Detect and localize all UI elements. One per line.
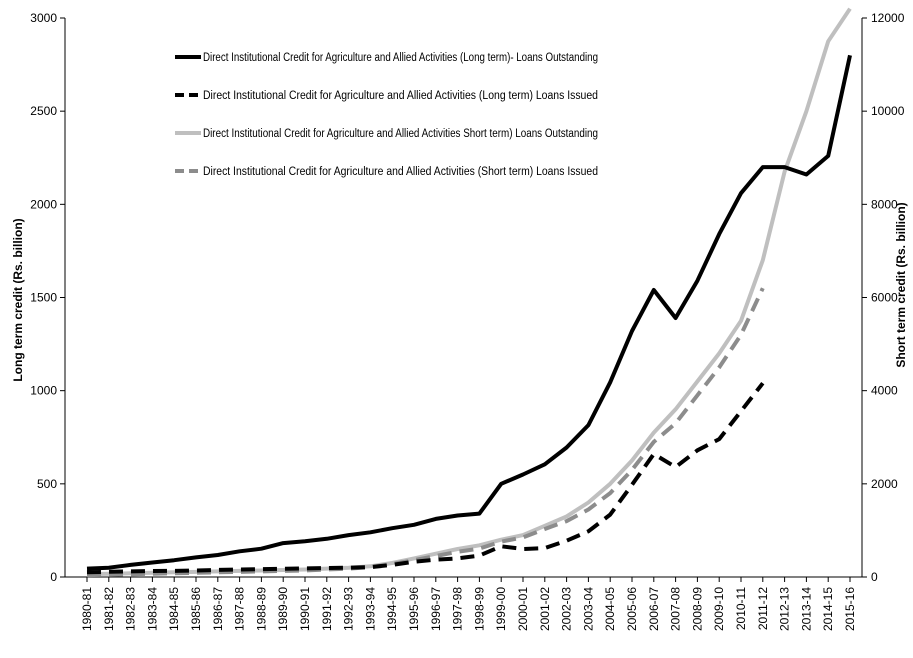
y-right-tick-label: 0 [871, 570, 878, 584]
x-tick-label: 2003-04 [581, 587, 595, 631]
x-tick-label: 2012-13 [778, 587, 792, 631]
x-tick-label: 2015-16 [843, 587, 857, 631]
y-left-tick-label: 2000 [30, 197, 57, 211]
x-tick-label: 2014-15 [821, 587, 835, 631]
series-line-4 [86, 287, 765, 578]
x-tick-label: 2008-09 [690, 587, 704, 631]
y-right-tick-label: 6000 [871, 291, 898, 305]
y-left-tick-label: 2500 [30, 104, 57, 118]
x-tick-label: 2010-11 [734, 587, 748, 630]
x-tick-label: 1985-86 [189, 587, 203, 631]
x-tick-label: 1981-82 [102, 587, 116, 631]
y-right-tick-label: 8000 [871, 197, 898, 211]
series-line-3 [86, 7, 852, 577]
y-left-tick-label: 3000 [30, 11, 57, 25]
x-tick-label: 2009-10 [712, 587, 726, 631]
x-tick-label: 1984-85 [167, 587, 181, 631]
legend-label-2: Direct Institutional Credit for Agricult… [203, 90, 598, 102]
x-tick-label: 1991-92 [320, 587, 334, 631]
x-tick-label: 1986-87 [211, 587, 225, 631]
chart-legend: Direct Institutional Credit for Agricult… [175, 52, 598, 178]
y-axis-left-title: Long term credit (Rs. billion) [11, 218, 25, 381]
x-tick-label: 2004-05 [603, 587, 617, 631]
x-tick-label: 2011-12 [756, 587, 770, 630]
x-tick-label: 1989-90 [276, 587, 290, 631]
y-right-tick-label: 10000 [871, 104, 905, 118]
chart-series-lines [86, 7, 852, 578]
x-tick-label: 2005-06 [625, 587, 639, 631]
x-tick-label: 1983-84 [145, 587, 159, 631]
x-tick-label: 2007-08 [669, 587, 683, 631]
legend-label-1: Direct Institutional Credit for Agricult… [203, 52, 598, 64]
x-tick-label: 1994-95 [385, 587, 399, 631]
y-left-tick-label: 1500 [30, 291, 57, 305]
x-tick-label: 1980-81 [80, 587, 94, 631]
x-tick-label: 2006-07 [647, 587, 661, 631]
x-tick-label: 1997-98 [451, 587, 465, 631]
legend-label-4: Direct Institutional Credit for Agricult… [203, 166, 598, 178]
x-tick-label: 1993-94 [363, 587, 377, 631]
y-left-tick-label: 0 [50, 570, 57, 584]
y-right-tick-label: 12000 [871, 11, 905, 25]
x-tick-label: 2002-03 [560, 587, 574, 631]
y-left-tick-label: 500 [37, 477, 57, 491]
x-tick-label: 2013-14 [799, 587, 813, 631]
x-tick-label: 1987-88 [233, 587, 247, 631]
x-tick-label: 2001-02 [538, 587, 552, 631]
y-right-tick-label: 2000 [871, 477, 898, 491]
x-tick-label: 1990-91 [298, 587, 312, 631]
y-right-tick-label: 4000 [871, 384, 898, 398]
y-axis-right-title: Short term credit (Rs. billion) [894, 202, 908, 367]
x-tick-label: 1988-89 [254, 587, 268, 631]
series-line-1 [86, 54, 852, 571]
x-tick-label: 2000-01 [516, 587, 530, 631]
x-tick-label: 1995-96 [407, 587, 421, 631]
series-line-2 [86, 381, 765, 575]
legend-label-3: Direct Institutional Credit for Agricult… [203, 128, 598, 140]
chart-axes: 0 500 1000 1500 2000 2500 3000 0 2000 4000 6000 800… [30, 11, 904, 631]
x-tick-label: 1996-97 [429, 587, 443, 631]
x-tick-label: 1998-99 [472, 587, 486, 631]
x-tick-label: 1982-83 [124, 587, 138, 631]
x-tick-label: 1999-00 [494, 587, 508, 631]
x-tick-label: 1992-93 [342, 587, 356, 631]
y-left-tick-label: 1000 [30, 384, 57, 398]
